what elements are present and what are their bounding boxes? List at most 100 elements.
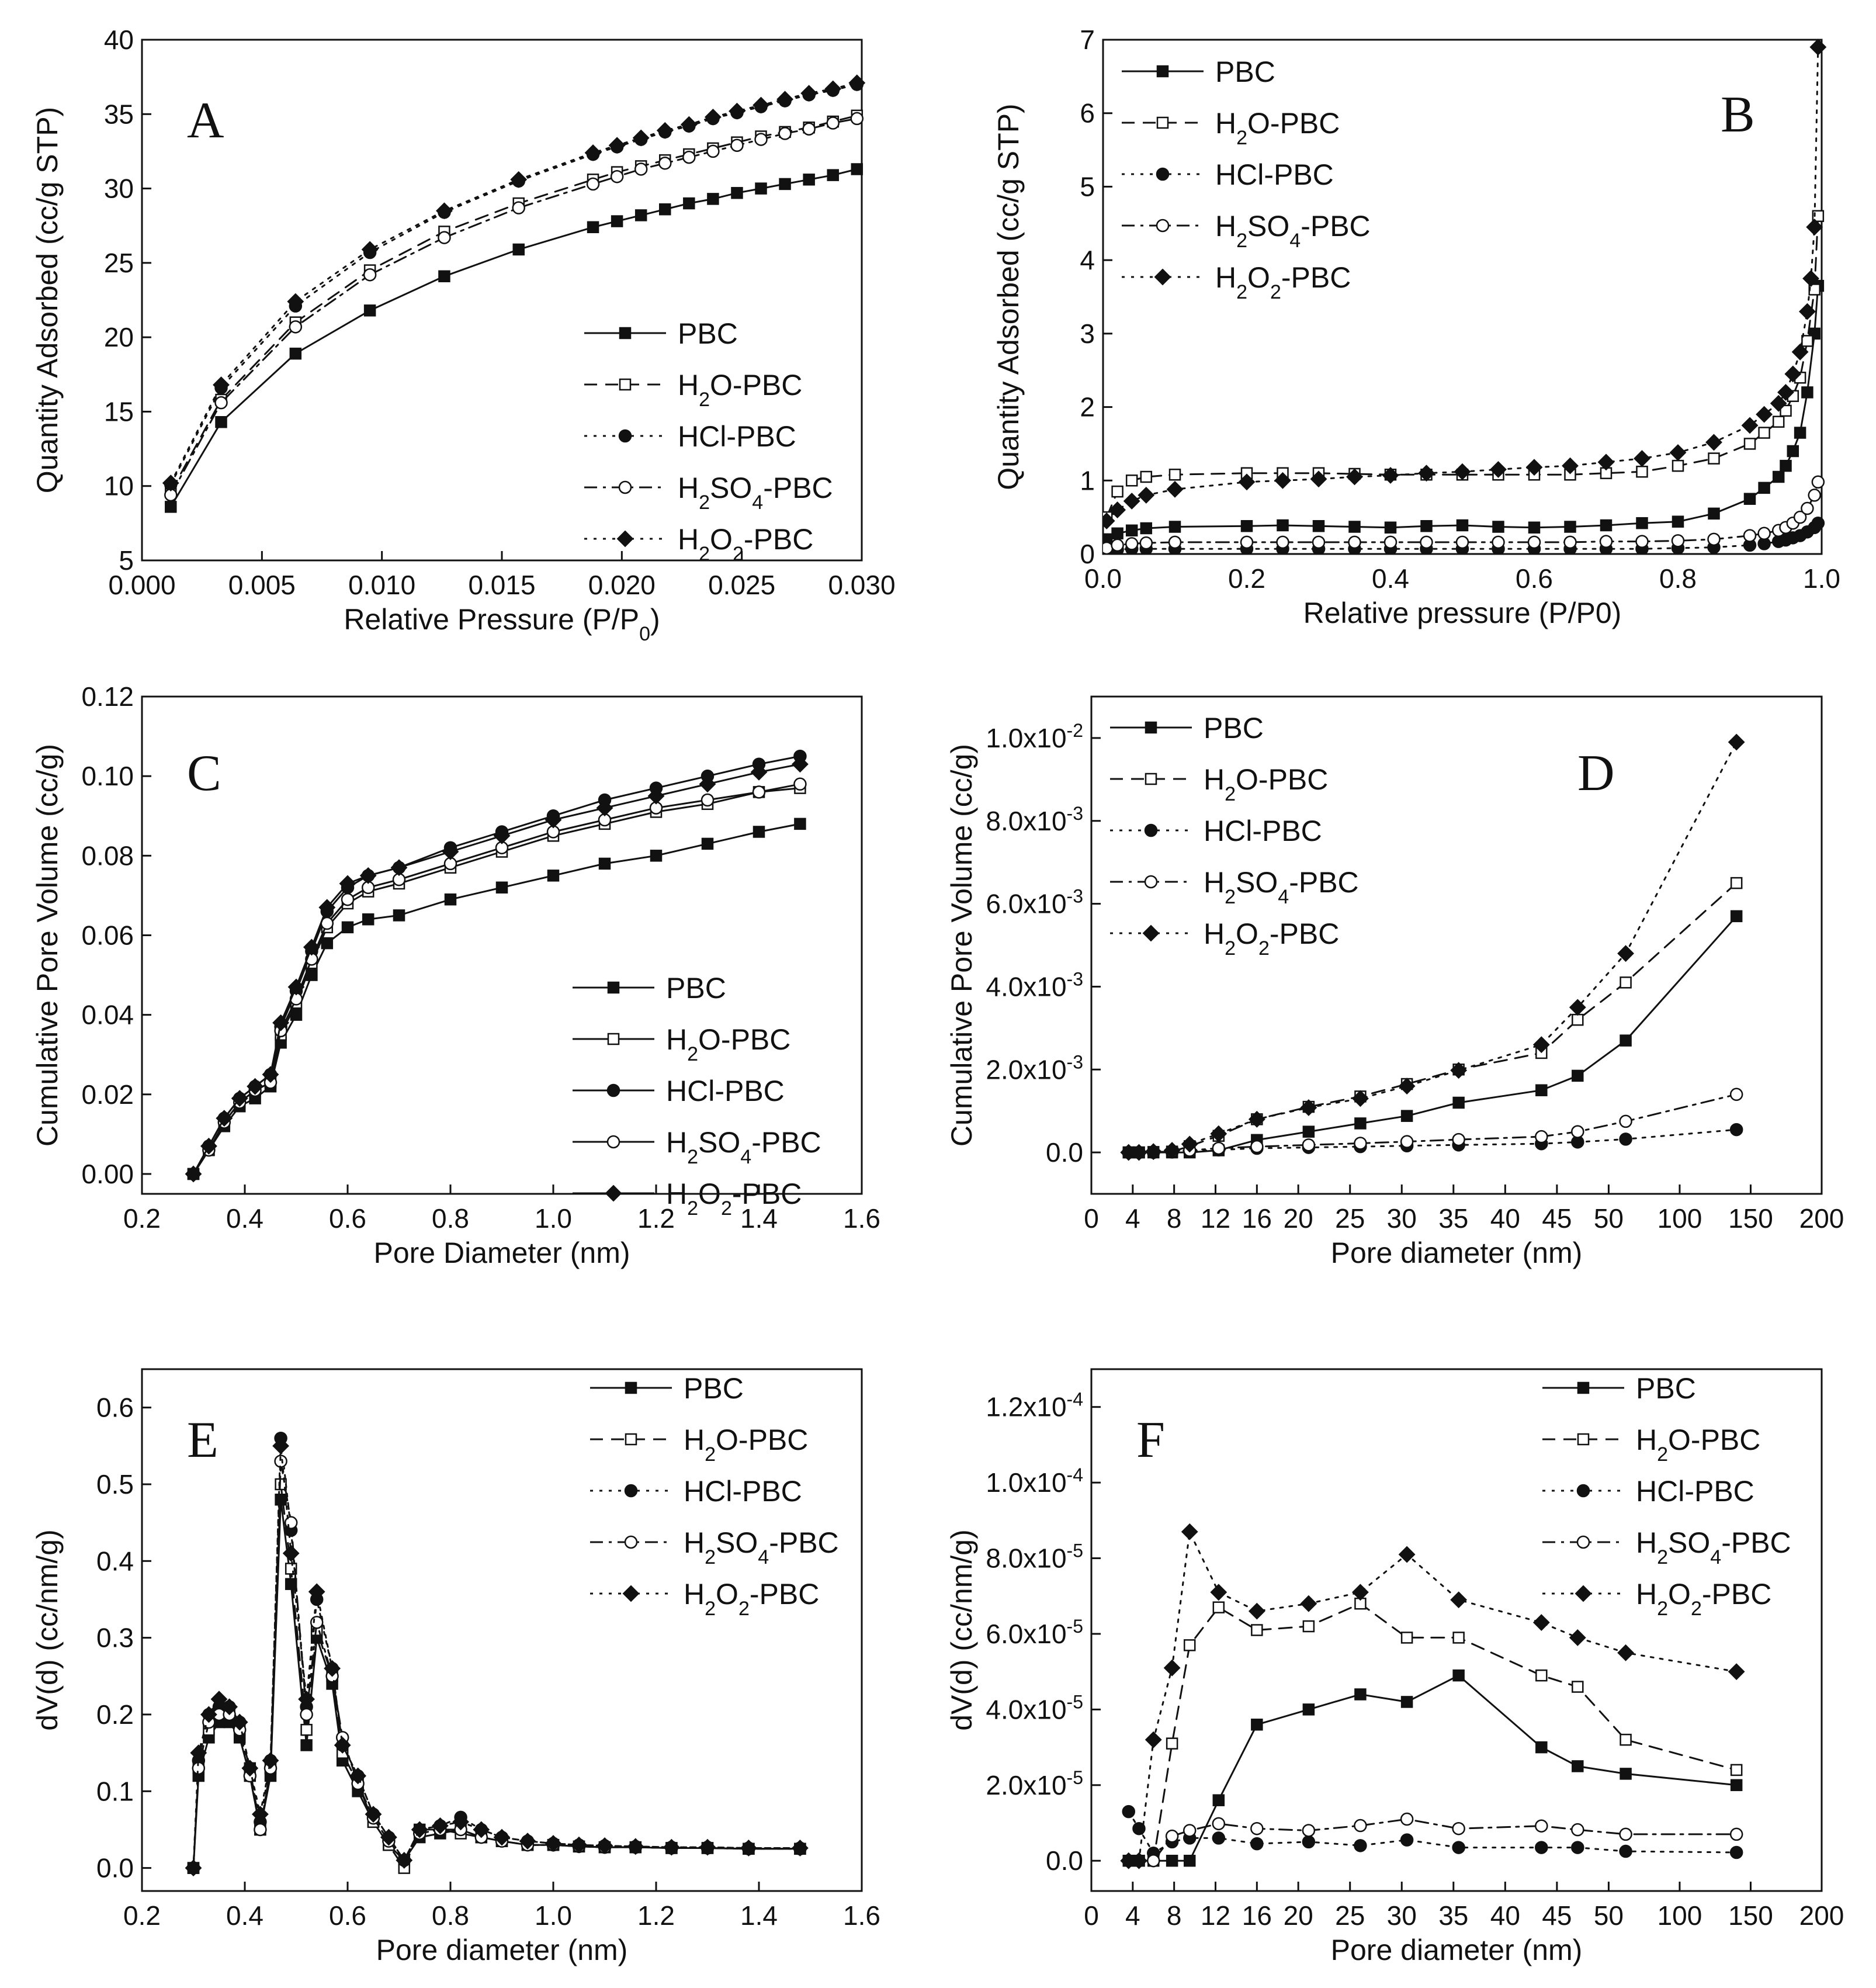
data-point-PBC — [363, 304, 376, 317]
y-axis-title: Cumulative Pore Volume (cc/g) — [31, 744, 64, 1147]
legend-label-part: 2 — [1657, 1443, 1668, 1466]
data-point-H2SO4-PBC — [1535, 1819, 1548, 1833]
data-point-H2O2-PBC — [704, 108, 722, 126]
data-point-PBC — [1780, 459, 1792, 472]
data-point-PBC — [1354, 1688, 1367, 1700]
legend-label-part: 2 — [1691, 1598, 1702, 1620]
legend-label-2: HCl-PBC — [666, 1075, 785, 1107]
data-point-H2SO4-PBC — [754, 133, 768, 146]
x-tick-label: 1.2 — [637, 1900, 675, 1931]
x-tick-label: 20 — [1284, 1900, 1313, 1931]
legend-label-part: 2 — [699, 389, 710, 411]
legend-label-1: H2O-PBC — [678, 369, 802, 411]
legend-label-part: 2 — [705, 1443, 716, 1466]
x-tick-label: 0.000 — [108, 570, 175, 600]
legend-label-part: O — [1247, 261, 1270, 294]
data-point-H2O2-PBC — [545, 811, 562, 829]
legend-label-part: -PBC — [1702, 1578, 1771, 1611]
legend-marker — [624, 1484, 638, 1498]
data-point-H2SO4-PBC — [1635, 535, 1649, 548]
data-point-PBC — [362, 913, 374, 926]
data-point-H2O2-PBC — [216, 1110, 233, 1127]
legend-label-part: -PBC — [769, 1526, 838, 1559]
data-point-H2O2-PBC — [627, 1838, 644, 1855]
x-tick-label: 16 — [1242, 1203, 1272, 1234]
y-axis-title: Cumulative Pore Volume (cc/g) — [945, 744, 978, 1147]
panel-letter: E — [187, 1412, 219, 1469]
x-tick-label: 0.8 — [432, 1900, 469, 1931]
data-point-PBC — [1452, 1096, 1465, 1109]
data-point-PBC — [1277, 519, 1289, 532]
legend-label-part: H — [666, 1023, 687, 1056]
data-point-H2O2-PBC — [1166, 480, 1184, 498]
y-tick-mantissa: 1.0x10 — [986, 723, 1066, 753]
x-tick-label: 0 — [1084, 1203, 1099, 1234]
y-tick-mantissa: 8.0x10 — [986, 1543, 1066, 1574]
x-tick-label: 50 — [1594, 1203, 1624, 1234]
y-tick-exponent: -3 — [1067, 1051, 1083, 1072]
legend-label-part: SO — [1668, 1526, 1710, 1559]
x-tick-label: 4 — [1125, 1203, 1140, 1234]
data-point-PBC — [1535, 1084, 1548, 1096]
y-tick-exponent: -3 — [1067, 968, 1083, 989]
data-point-PBC — [1125, 524, 1138, 537]
data-point-PBC — [1354, 1117, 1367, 1130]
data-point-H2O2-PBC — [308, 1583, 325, 1601]
legend-marker — [1144, 823, 1158, 837]
data-point-H2O2-PBC — [324, 1660, 341, 1677]
x-tick-label: 0.4 — [1372, 563, 1409, 594]
data-point-H2O2-PBC — [1777, 384, 1794, 401]
data-point-H2SO4-PBC — [1801, 501, 1814, 515]
data-point-PBC — [444, 893, 457, 906]
legend-label-part: -PBC — [1270, 917, 1339, 950]
data-point-PBC — [1730, 910, 1743, 923]
legend-label-0: PBC — [666, 972, 726, 1005]
data-point-PBC — [1384, 521, 1397, 534]
data-point-H2O2-PBC — [431, 1817, 449, 1834]
data-point-H2O-PBC — [1730, 1764, 1743, 1776]
legend-label-part: 2 — [1236, 230, 1247, 252]
legend-marker — [1577, 1381, 1590, 1394]
data-point-PBC — [1168, 521, 1181, 533]
legend-label-part: 4 — [752, 491, 763, 514]
data-point-H2O-PBC — [1620, 1733, 1632, 1746]
y-axis-title: Quantity Adsorbed (cc/g STP) — [31, 107, 64, 493]
legend-label-1: H2O-PBC — [666, 1023, 790, 1065]
data-point-H2O2-PBC — [1802, 270, 1819, 287]
data-point-H2O2-PBC — [1382, 467, 1399, 484]
x-tick-label: 0.6 — [1516, 563, 1553, 594]
y-tick-exponent: -3 — [1067, 803, 1083, 824]
y-tick-label: 1.2x10-4 — [986, 1389, 1083, 1422]
data-point-H2O2-PBC — [411, 1821, 428, 1838]
x-tick-label: 0.025 — [708, 570, 775, 600]
data-point-H2O2-PBC — [282, 1544, 300, 1562]
plot-frame — [141, 39, 863, 562]
legend-label-part: 2 — [738, 1598, 750, 1620]
data-point-PBC — [1758, 482, 1770, 494]
x-tick-label: 150 — [1728, 1900, 1773, 1931]
data-point-PBC — [1302, 1703, 1315, 1716]
data-point-H2O2-PBC — [380, 1828, 397, 1846]
data-point-H2O2-PBC — [632, 129, 650, 147]
data-point-H2O2-PBC — [596, 1837, 613, 1854]
x-tick-label: 1.4 — [740, 1203, 778, 1234]
data-point-H2SO4-PBC — [1183, 1824, 1197, 1837]
legend-label-part: SO — [710, 472, 752, 504]
data-point-H2O2-PBC — [1145, 1143, 1162, 1161]
legend-label-2: HCl-PBC — [684, 1475, 802, 1508]
data-point-H2O2-PBC — [452, 1813, 470, 1831]
legend-label-part: O — [1236, 917, 1258, 950]
plot-frame — [141, 1368, 863, 1892]
x-tick-label: 0.015 — [468, 570, 535, 600]
data-point-H2SO4-PBC — [1535, 1130, 1548, 1144]
x-tick-label: 35 — [1438, 1900, 1468, 1931]
legend-label-part: HCl-PBC — [678, 420, 796, 453]
x-tick-label: 200 — [1799, 1900, 1844, 1931]
legend-marker — [605, 1185, 622, 1202]
data-point-PBC — [1620, 1768, 1632, 1780]
panel-E: 0.2 0.4 0.6 0.8 1.0 1.2 1.4 1.6 0.0 0.1 0.2 0.3 0.4 0… — [31, 1368, 880, 1966]
y-tick-label: 1.0x10-2 — [986, 720, 1083, 753]
legend-label-part: H — [1204, 917, 1225, 950]
panel-letter: A — [187, 92, 224, 149]
data-point-H2SO4-PBC — [1420, 535, 1433, 549]
